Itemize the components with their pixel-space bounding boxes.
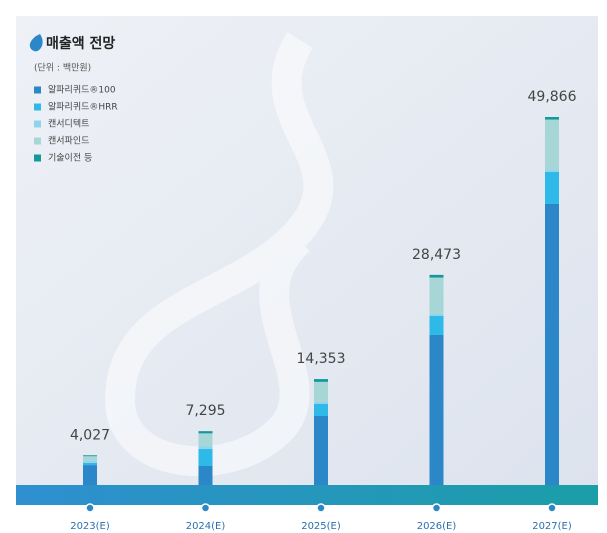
axis-dot [85, 503, 95, 513]
x-tick-label: 2027(E) [532, 521, 572, 532]
bar-segment [429, 274, 444, 278]
total-label: 14,353 [297, 351, 346, 367]
x-tick-label: 2025(E) [301, 521, 341, 532]
bar-segment [83, 460, 97, 463]
bar-segment [545, 171, 559, 204]
total-label: 49,866 [528, 89, 577, 105]
bar-segment [83, 465, 97, 485]
legend-label: 캔서파인드 [48, 136, 89, 147]
legend-swatch [34, 154, 41, 162]
legend-label: 알파리퀴드®100 [48, 85, 116, 96]
legend-label: 기술이전 등 [48, 153, 92, 164]
watermark [104, 32, 334, 477]
legend-swatch [34, 137, 41, 145]
bar-segment [314, 401, 328, 404]
bar-segment [545, 119, 559, 170]
bar-segment [198, 433, 213, 447]
bar-segment [314, 403, 328, 416]
legend-swatch [34, 103, 41, 111]
bar-segment [429, 313, 444, 316]
total-label: 4,027 [70, 427, 110, 443]
axis-dot [200, 503, 211, 513]
x-tick-label: 2023(E) [70, 521, 110, 532]
axis-band [16, 485, 598, 505]
chart-subtitle: (단위 : 백만원) [34, 63, 91, 74]
legend-label: 캔서디텍트 [48, 119, 89, 130]
total-label: 7,295 [185, 403, 225, 419]
bar-segment [429, 315, 444, 335]
bar-segment [545, 169, 559, 172]
axis-dot [316, 503, 326, 513]
bar-segment [198, 465, 213, 485]
bar-segment [429, 277, 444, 314]
bars: 4,027 2023(E) 7,295 2024(E) 14,353 2025(E) 28,… [70, 89, 577, 532]
legend-swatch [34, 120, 41, 128]
bar-segment [314, 415, 328, 485]
total-label: 28,473 [412, 247, 461, 263]
legend-swatch [34, 86, 41, 94]
bar-segment [314, 381, 328, 402]
bar-segment [83, 455, 97, 457]
x-tick-label: 2024(E) [186, 521, 226, 532]
bar-segment [545, 117, 559, 120]
legend-label: 알파리퀴드®HRR [48, 102, 118, 113]
axis-dot [547, 503, 557, 513]
bar-segment [314, 379, 328, 382]
bar-segment [198, 446, 213, 450]
chart-title: 매출액 전망 [46, 35, 115, 52]
bar-segment [198, 449, 213, 466]
axis-dot [431, 503, 442, 513]
bar-segment [429, 334, 444, 485]
bar-segment [198, 431, 213, 434]
bar-segment [83, 456, 97, 461]
x-tick-label: 2026(E) [417, 521, 457, 532]
bar-segment [83, 462, 97, 466]
title-icon [29, 34, 43, 52]
bar-segment [545, 203, 559, 485]
